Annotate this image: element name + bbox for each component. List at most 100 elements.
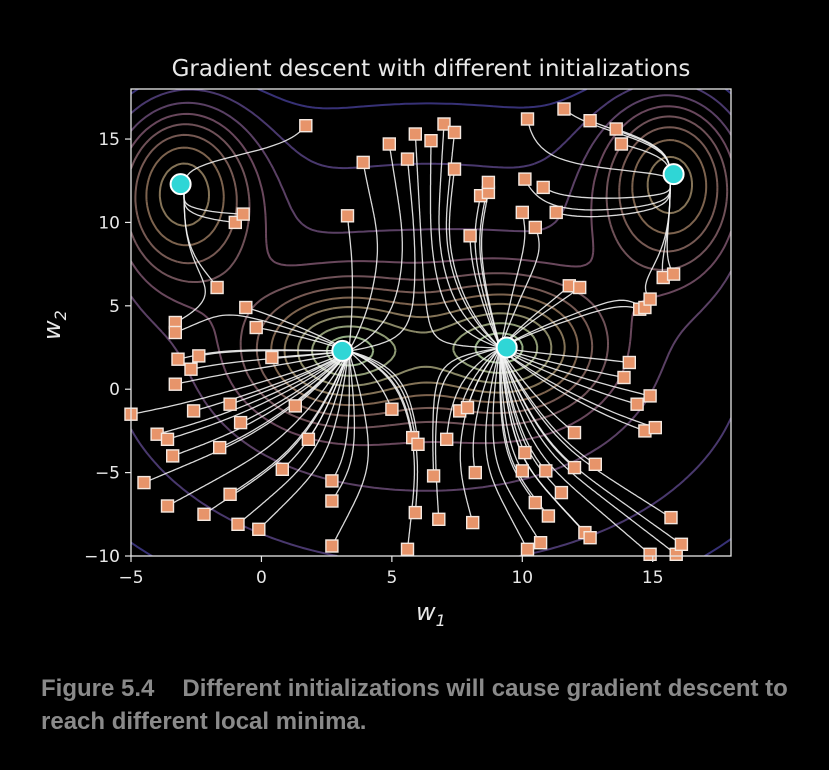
plot-frame (130, 88, 732, 557)
descent-path (348, 162, 379, 352)
initialization-point (236, 207, 250, 221)
x-tick-label: 5 (386, 568, 397, 588)
initialization-point (583, 113, 597, 128)
initialization-point (533, 536, 548, 550)
x-tick-label: −5 (118, 568, 143, 588)
initialization-point (325, 494, 339, 508)
x-axis-label-sub: 1 (436, 611, 446, 630)
initialization-point (265, 350, 279, 365)
descent-paths (131, 108, 682, 555)
descent-path (245, 306, 343, 348)
contour-level (131, 89, 731, 556)
initialization-point (223, 487, 237, 501)
descent-path (414, 133, 501, 349)
initialization-point (408, 505, 422, 520)
figure-caption-text: Different initializations will cause gra… (41, 675, 788, 735)
initialization-point (400, 152, 415, 166)
descent-path (512, 349, 630, 364)
initialization-point (648, 420, 662, 435)
descent-path (258, 351, 350, 530)
initialization-point (197, 507, 211, 521)
descent-path (331, 350, 369, 547)
initialization-point (573, 280, 587, 295)
initialization-point (520, 542, 535, 556)
descent-path (448, 168, 501, 349)
figure-label: Figure 5.4 (41, 675, 155, 702)
x-tick-label: 0 (256, 568, 267, 588)
initialization-point (275, 462, 289, 476)
local-minimum-point (169, 173, 192, 196)
initialization-markers (124, 102, 689, 561)
descent-path (499, 347, 682, 545)
initialization-point (426, 469, 441, 483)
y-axis-label-sub: 2 (51, 310, 70, 320)
initialization-point (231, 517, 245, 531)
descent-path (445, 132, 501, 349)
initialization-point (463, 229, 477, 243)
descent-path (348, 158, 416, 352)
initialization-point (554, 485, 569, 500)
descent-path (503, 349, 638, 405)
initialization-point (539, 464, 553, 478)
initialization-point (666, 267, 681, 281)
descent-path (485, 347, 529, 550)
local-minima-markers (169, 163, 685, 362)
descent-path (198, 349, 336, 357)
initialization-point (466, 515, 480, 530)
initialization-point (528, 220, 542, 235)
initialization-point (432, 512, 446, 526)
chart-title: Gradient descent with different initiali… (172, 56, 691, 82)
initialization-point (481, 175, 496, 190)
descent-path (348, 350, 416, 550)
initialization-point (528, 495, 542, 510)
initialization-point (583, 531, 597, 545)
initialization-point (460, 400, 475, 415)
x-tick-label: 15 (642, 568, 664, 588)
initialization-point (288, 399, 302, 413)
initialization-point (664, 510, 678, 525)
x-axis-label-main: w (416, 598, 436, 626)
initialization-point (536, 180, 550, 195)
descent-path (156, 353, 346, 435)
initialization-point (168, 325, 183, 340)
initialization-point (643, 389, 657, 403)
x-tick-label: 10 (511, 568, 533, 588)
y-tick-label: 15 (98, 130, 120, 150)
descent-path (193, 353, 344, 412)
initialization-point (210, 280, 224, 295)
initialization-point (400, 542, 415, 556)
x-axis-ticks: −5 0 5 10 15 (118, 556, 664, 588)
initialization-point (549, 205, 563, 220)
initialization-point (468, 465, 482, 480)
initialization-point (440, 432, 454, 446)
descent-path (438, 124, 501, 349)
descent-path (175, 352, 340, 385)
initialization-point (557, 102, 571, 116)
local-minimum-point (662, 163, 685, 186)
x-axis-label: w1 (416, 598, 446, 630)
descent-path (167, 350, 350, 507)
descent-path (237, 350, 350, 525)
initialization-point (614, 137, 629, 151)
initialization-point (643, 292, 657, 306)
initialization-point (252, 522, 266, 536)
initialization-point (340, 209, 355, 223)
initialization-point (630, 397, 644, 411)
initialization-point (160, 499, 175, 513)
descent-path (175, 314, 341, 348)
initialization-point (192, 349, 206, 363)
y-tick-label: −5 (95, 464, 120, 484)
initialization-point (567, 425, 582, 440)
initialization-point (223, 397, 237, 411)
y-axis-ticks: −10 −5 0 5 10 15 (84, 130, 131, 567)
descent-path (348, 350, 419, 513)
y-tick-label: 5 (109, 297, 120, 317)
initialization-point (622, 355, 636, 370)
descent-path (131, 353, 342, 415)
initialization-point (239, 300, 253, 315)
descent-path (508, 305, 640, 345)
initialization-point (609, 122, 623, 136)
initialization-point (411, 437, 425, 451)
initialization-point (168, 377, 183, 391)
initialization-point (447, 125, 462, 140)
